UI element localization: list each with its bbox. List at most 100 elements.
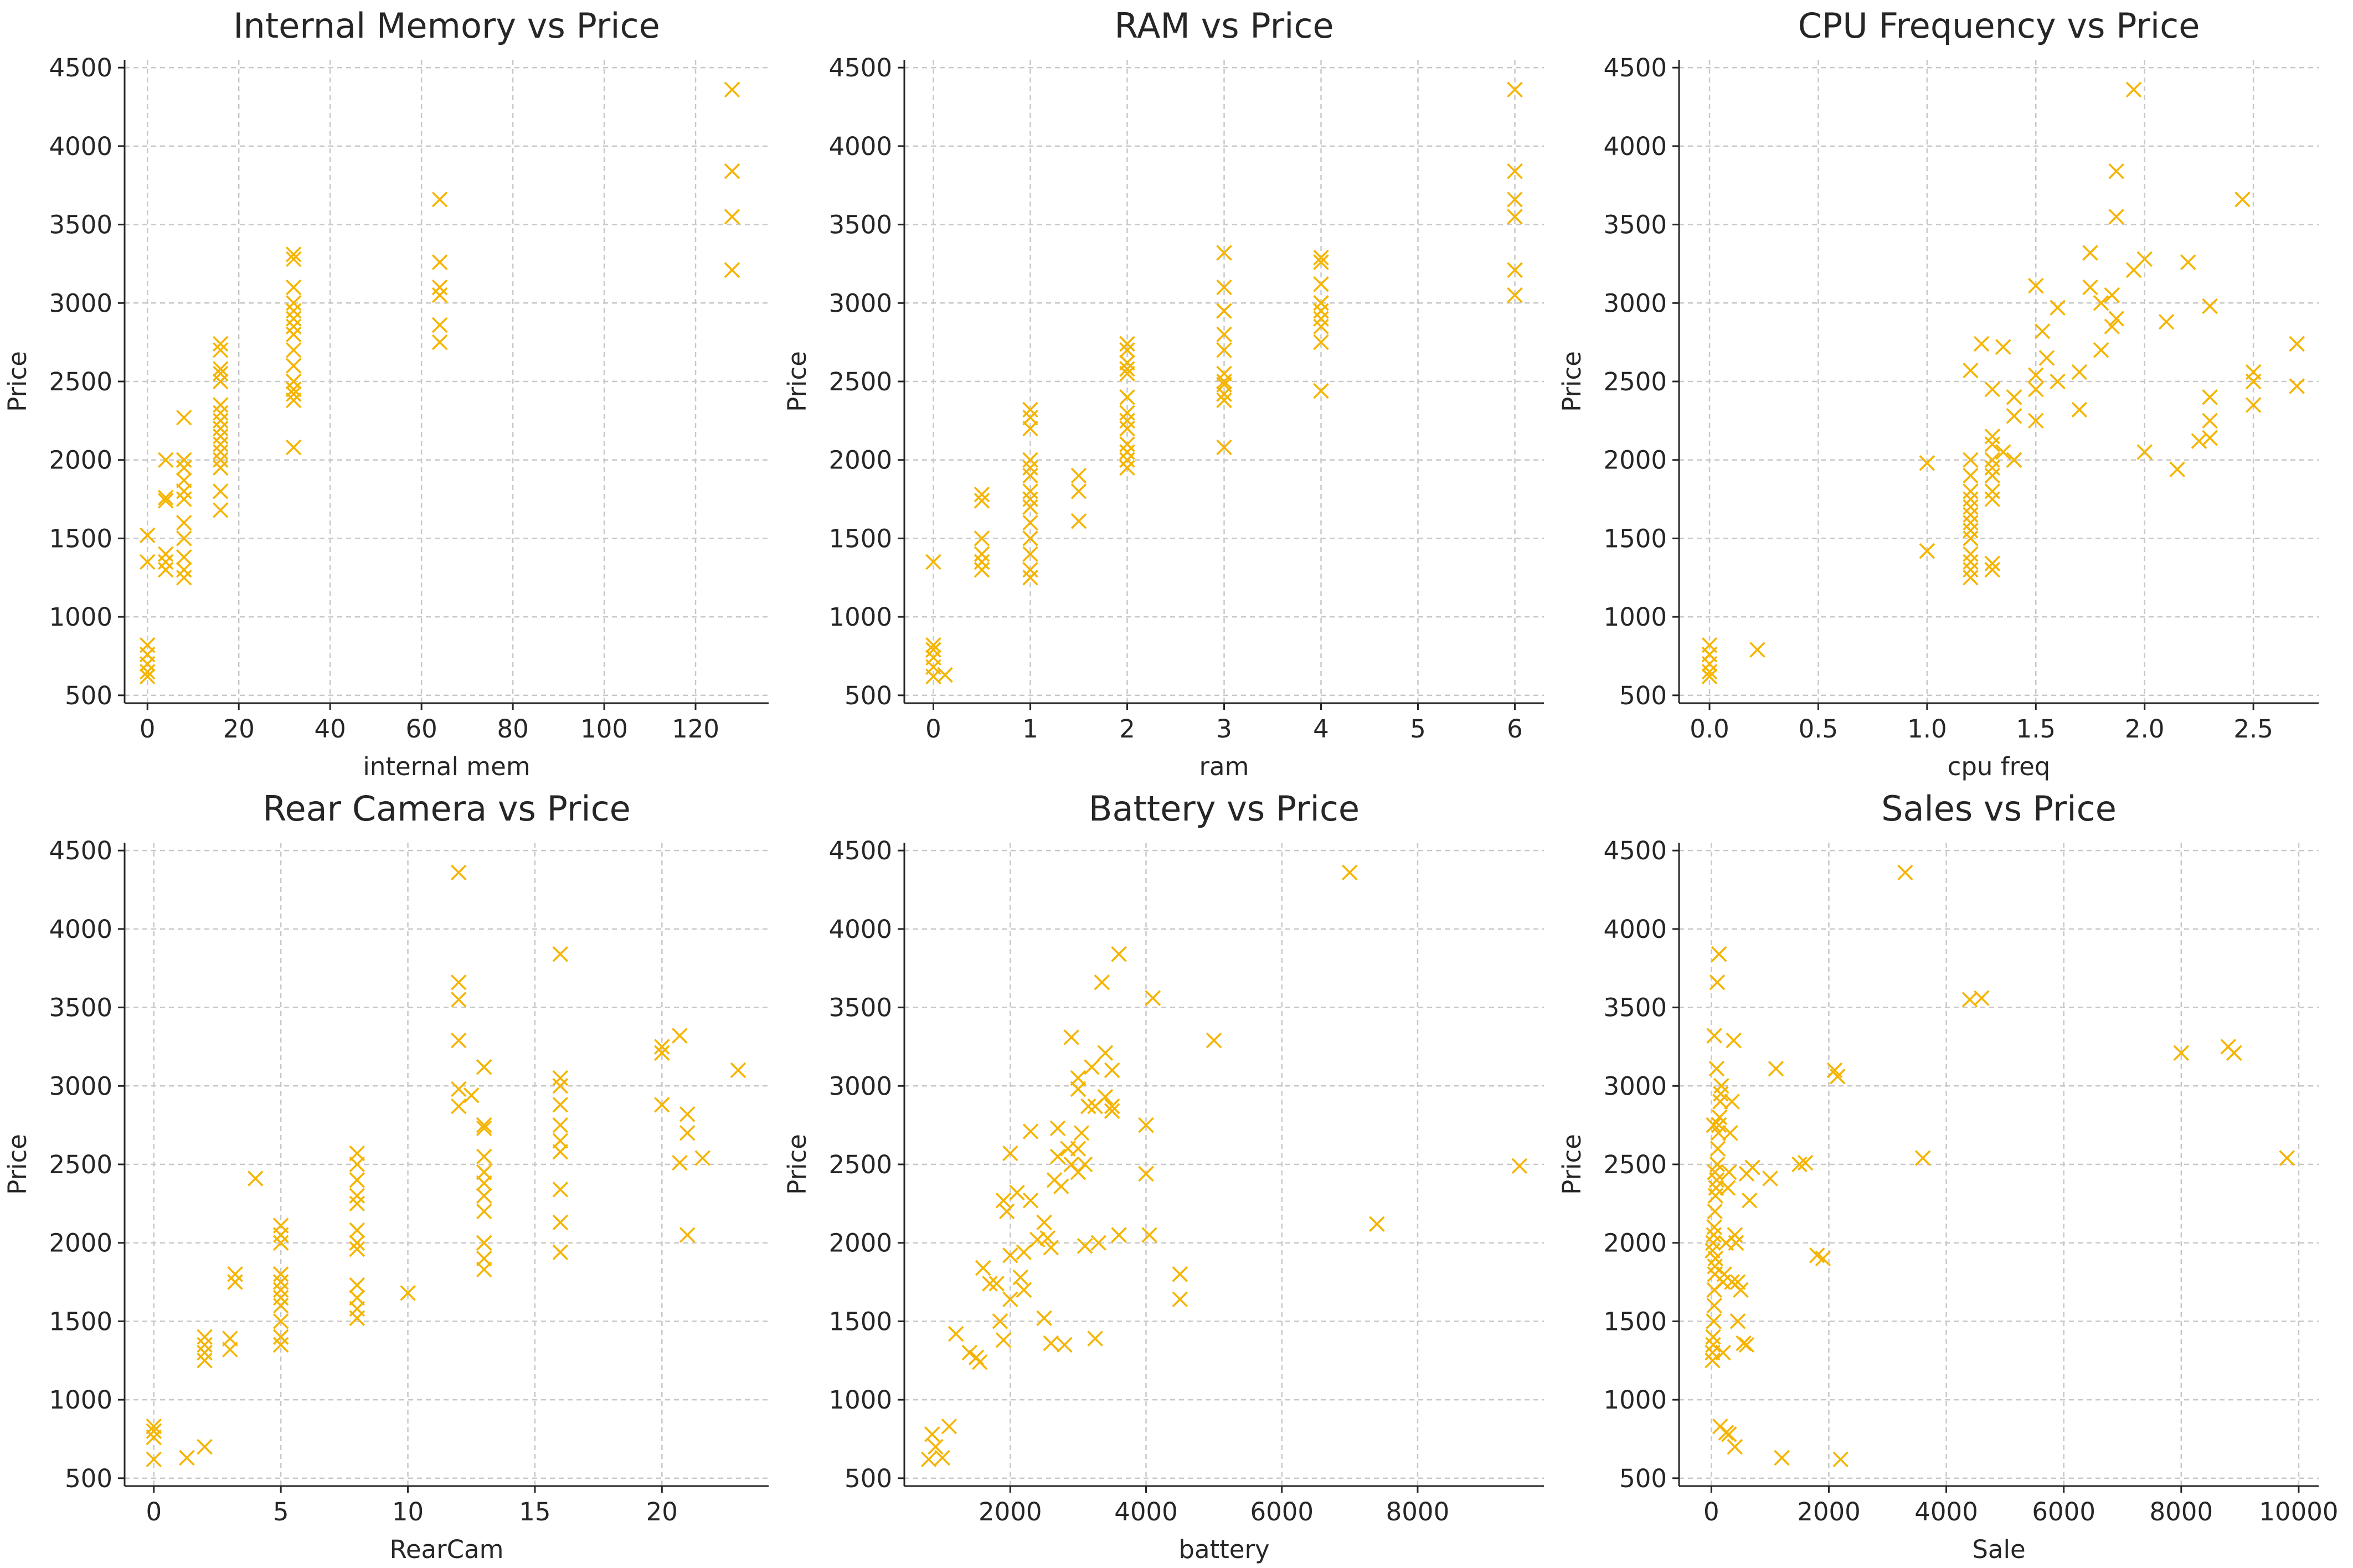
data-point: [1721, 1426, 1737, 1442]
data-point: [2028, 381, 2044, 398]
data-point: [146, 1423, 162, 1440]
data-point: [248, 1170, 264, 1187]
data-point: [2050, 373, 2066, 390]
data-point: [157, 554, 174, 570]
data-point: [1022, 483, 1038, 499]
data-point: [925, 642, 941, 658]
y-tick-label: 3000: [1603, 1071, 1667, 1101]
panel-internal-memory: Internal Memory vs Price internal mem Pr…: [3, 6, 769, 781]
gridlines: [904, 843, 1544, 1486]
data-point: [1995, 444, 2011, 460]
data-point: [1706, 1313, 1722, 1329]
data-point: [1216, 439, 1232, 456]
data-point: [285, 342, 302, 358]
data-point: [1507, 192, 1523, 208]
y-tick-label: 1000: [828, 602, 892, 632]
y-tick-label: 2000: [49, 446, 112, 475]
y-tick-label: 500: [65, 1464, 112, 1493]
data-point: [1022, 491, 1038, 507]
data-point: [679, 1125, 696, 1141]
data-point: [227, 1274, 243, 1290]
data-point: [724, 81, 740, 98]
y-axis-label: Price: [3, 1134, 32, 1195]
data-point: [1744, 1159, 1760, 1175]
x-tick-label: 3: [1216, 714, 1232, 744]
data-point: [1984, 483, 2000, 499]
x-tick-label: 2.0: [2125, 714, 2165, 744]
data-point: [272, 1297, 289, 1314]
data-point: [212, 361, 229, 377]
data-point: [1726, 1032, 1742, 1049]
data-point: [349, 1277, 365, 1293]
data-point: [934, 1450, 950, 1466]
panel-ram: RAM vs Price ram Price 0 1 2 3 4 5 6 500 1000 150…: [782, 6, 1544, 781]
data-point: [1022, 467, 1038, 484]
x-tick-label: 2: [1119, 714, 1135, 744]
data-point: [1701, 668, 1718, 685]
data-point: [928, 1438, 944, 1455]
data-point: [1119, 389, 1135, 405]
data-point: [1094, 974, 1110, 991]
y-tick-label: 1000: [1603, 1385, 1667, 1415]
data-point: [1768, 1060, 1784, 1077]
y-tick-label: 4000: [1603, 915, 1667, 944]
data-point: [1070, 1141, 1087, 1157]
data-point: [176, 483, 192, 499]
data-point: [451, 974, 467, 991]
data-points: [920, 864, 1528, 1468]
data-point: [925, 637, 941, 653]
data-point: [1016, 1244, 1032, 1260]
data-point: [1073, 1125, 1090, 1141]
data-point: [2202, 430, 2218, 446]
data-point: [2028, 277, 2044, 294]
data-point: [1097, 1045, 1114, 1061]
data-point: [1049, 1148, 1066, 1165]
data-point: [212, 420, 229, 437]
x-tick-label: 20: [223, 714, 255, 744]
y-tick-label: 2000: [49, 1229, 112, 1258]
data-point: [212, 412, 229, 429]
data-point: [349, 1156, 365, 1173]
data-point: [995, 1332, 1012, 1348]
data-point: [1995, 339, 2011, 355]
data-point: [157, 546, 174, 562]
data-point: [176, 530, 192, 546]
data-point: [1963, 362, 1979, 379]
data-point: [1070, 513, 1087, 529]
data-point: [1507, 287, 1523, 303]
data-point: [176, 460, 192, 476]
data-point: [1104, 1062, 1120, 1079]
data-point: [1022, 570, 1038, 586]
data-point: [1711, 946, 1727, 962]
y-tick-label: 2500: [828, 1150, 892, 1179]
data-point: [948, 1325, 964, 1342]
data-point: [1984, 381, 2000, 398]
data-point: [1706, 1297, 1722, 1314]
x-tick-label: 10000: [2259, 1497, 2338, 1526]
panel-rear-camera: Rear Camera vs Price RearCam Price 0 5 10 1…: [3, 788, 769, 1564]
x-tick-label: 0: [146, 1497, 162, 1526]
data-point: [937, 667, 953, 683]
data-point: [1706, 1028, 1722, 1044]
data-point: [672, 1028, 688, 1044]
data-point: [2082, 279, 2098, 296]
data-point: [2202, 389, 2218, 405]
data-point: [1119, 336, 1135, 352]
y-tick-label: 1500: [49, 1307, 112, 1336]
data-point: [1119, 444, 1135, 460]
data-point: [349, 1145, 365, 1162]
data-point: [176, 409, 192, 426]
data-point: [349, 1222, 365, 1239]
data-point: [2289, 378, 2305, 394]
data-point: [140, 637, 156, 653]
data-point: [1963, 546, 1979, 562]
x-tick-label: 6: [1507, 714, 1523, 744]
data-point: [730, 1062, 746, 1079]
x-tick-label: 0.0: [1690, 714, 1729, 744]
data-point: [1111, 946, 1127, 962]
data-point: [1963, 530, 1979, 546]
data-point: [1049, 1120, 1066, 1137]
x-tick-label: 2000: [979, 1497, 1042, 1526]
gridlines: [1679, 843, 2319, 1486]
data-point: [349, 1172, 365, 1188]
